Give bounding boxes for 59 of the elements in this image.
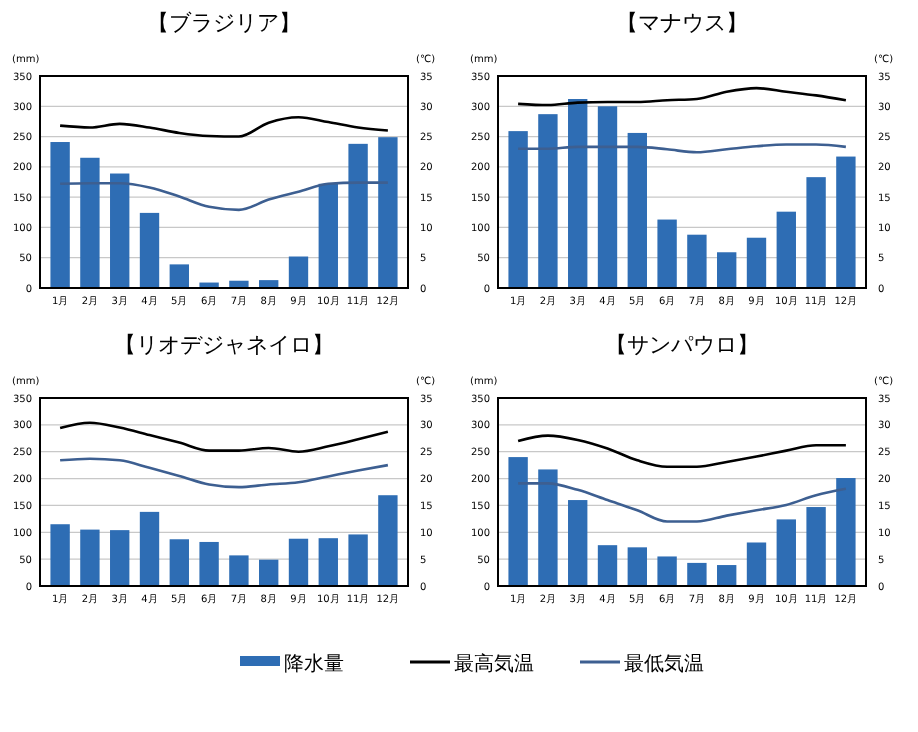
legend-label: 降水量	[284, 652, 344, 676]
bar	[836, 156, 856, 288]
bar	[627, 132, 647, 288]
chart-title: 【サンパウロ】	[605, 332, 759, 358]
chart-title: 【ブラジリア】	[147, 10, 301, 36]
bar	[746, 542, 767, 586]
chart-title: 【リオデジャネイロ】	[114, 332, 334, 358]
bar	[378, 495, 398, 586]
bar	[378, 137, 398, 288]
bar	[288, 256, 309, 288]
bar	[318, 183, 338, 288]
bar	[508, 131, 528, 288]
bar	[568, 99, 588, 288]
bar	[776, 519, 796, 586]
legend-label: 最高気温	[454, 652, 534, 676]
bar	[508, 457, 528, 586]
bar	[110, 530, 130, 586]
bar	[169, 539, 189, 586]
bar	[687, 234, 707, 288]
bar	[318, 538, 338, 586]
bar	[538, 114, 558, 288]
bar	[259, 559, 279, 586]
bar	[348, 534, 368, 586]
bar	[50, 524, 70, 586]
chart-title: 【マナウス】	[616, 10, 748, 36]
bar	[657, 556, 677, 586]
legend-label: 最低気温	[624, 652, 704, 676]
bar	[80, 529, 100, 586]
bar	[288, 538, 309, 586]
bar	[139, 212, 160, 288]
bar	[110, 173, 130, 288]
bar	[597, 106, 618, 288]
bar	[229, 555, 249, 586]
line-series	[516, 434, 848, 469]
bar	[746, 237, 767, 288]
bar	[687, 562, 707, 586]
line-series	[58, 115, 390, 138]
bar	[568, 500, 588, 586]
line-series	[58, 457, 390, 489]
bar	[597, 545, 618, 586]
bar	[538, 469, 558, 586]
line-series	[516, 482, 848, 523]
line-series	[516, 86, 848, 107]
bar	[139, 511, 160, 586]
bar	[806, 177, 826, 288]
bar	[776, 211, 796, 288]
bar	[836, 478, 856, 586]
bar	[806, 507, 826, 586]
bar	[348, 143, 368, 288]
bar	[50, 142, 70, 288]
line-series	[58, 181, 390, 212]
line-series	[58, 421, 390, 454]
bar	[627, 547, 647, 586]
bar	[80, 157, 100, 288]
bar	[657, 219, 677, 288]
bar	[717, 252, 737, 288]
bar	[717, 565, 737, 586]
bar	[169, 264, 189, 288]
bar	[199, 541, 219, 586]
